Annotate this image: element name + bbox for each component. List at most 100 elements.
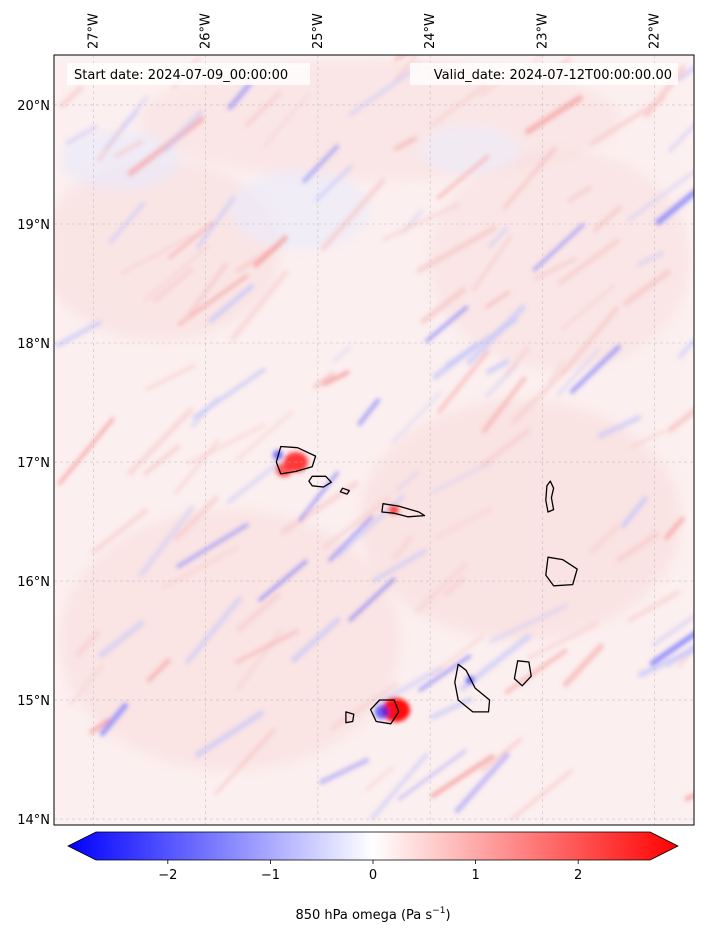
omega-band <box>365 766 394 791</box>
omega-band <box>328 515 374 562</box>
omega-band <box>162 546 238 589</box>
omega-band <box>471 235 512 292</box>
omega-band <box>597 415 642 439</box>
omega-band <box>627 170 694 222</box>
omega-band <box>396 471 419 492</box>
omega-band <box>298 471 339 522</box>
lat-tick-label: 20°N <box>17 99 50 114</box>
omega-band <box>415 562 467 614</box>
longitude-tick-labels: 27°W 26°W 25°W 24°W 23°W 22°W <box>86 13 662 49</box>
omega-band <box>59 85 84 109</box>
island-coastline <box>513 660 532 687</box>
omega-band <box>620 496 648 529</box>
omega-band <box>627 590 680 623</box>
omega-band <box>236 629 283 690</box>
omega-band <box>108 201 146 244</box>
omega-band <box>420 287 466 325</box>
omega-band <box>145 364 196 391</box>
omega-band <box>143 444 180 476</box>
omega-band <box>263 93 309 148</box>
omega-band <box>321 178 385 251</box>
omega-band <box>322 496 391 549</box>
omega-band <box>527 55 543 73</box>
omega-band <box>436 154 490 200</box>
island-coastline <box>545 556 578 587</box>
omega-band <box>120 234 193 275</box>
omega-band <box>444 576 465 596</box>
omega-bands <box>55 55 694 820</box>
lon-tick-label: 25°W <box>311 13 326 49</box>
omega-band <box>548 360 566 383</box>
omega-band <box>593 205 623 232</box>
omega-band <box>235 629 299 664</box>
colorbar-label-close: ) <box>445 908 450 923</box>
omega-band <box>258 559 308 602</box>
omega-band <box>173 495 219 541</box>
omega-band <box>651 614 694 647</box>
colorbar-unit-exponent: −1 <box>432 906 445 916</box>
omega-band <box>429 83 488 128</box>
omega-band <box>214 728 276 795</box>
omega-band <box>65 124 98 145</box>
omega-band <box>504 346 530 377</box>
omega-band <box>435 508 491 539</box>
omega-band <box>348 62 422 117</box>
omega-band <box>230 270 289 342</box>
omega-band <box>391 391 442 444</box>
valid-date-box <box>410 63 678 85</box>
omega-band <box>561 306 619 375</box>
omega-band <box>631 430 666 448</box>
omega-band <box>382 203 460 242</box>
omega-band <box>319 757 370 785</box>
omega-band <box>99 702 129 737</box>
island-coastline <box>275 445 317 475</box>
omega-band <box>432 342 479 380</box>
colorbar-tick-label: 1 <box>471 868 479 883</box>
colorbar-tick-label: 0 <box>369 868 377 883</box>
omega-broad-field <box>54 55 694 825</box>
omega-band <box>676 643 694 668</box>
colorbar: −2 −1 0 1 2 850 hPa omega (Pa s−1) <box>67 831 679 923</box>
omega-band <box>676 66 694 82</box>
omega-band <box>332 346 351 363</box>
lat-tick-label: 18°N <box>17 337 50 352</box>
omega-band <box>589 523 620 554</box>
omega-band <box>208 284 254 323</box>
omega-band <box>163 109 204 153</box>
omega-band <box>489 603 568 644</box>
omega-band <box>187 424 266 465</box>
omega-band <box>57 417 115 486</box>
omega-band <box>437 349 490 414</box>
omega-band <box>168 221 214 260</box>
valid-date-label: Valid_date: 2024-07-12T00:00:00.00 <box>434 68 672 83</box>
omega-band <box>330 681 400 730</box>
lat-tick-label: 17°N <box>17 456 50 471</box>
omega-band <box>532 223 585 272</box>
omega-band <box>488 226 508 248</box>
omega-band <box>397 749 467 801</box>
omega-band <box>567 185 592 203</box>
info-boxes: Start date: 2024-07-09_00:00:00 Valid_da… <box>67 63 678 85</box>
omega-band <box>348 577 396 622</box>
omega-band <box>144 244 210 301</box>
omega-band <box>664 516 685 540</box>
omega-band <box>511 368 567 425</box>
omega-band <box>69 665 103 706</box>
omega-band <box>90 508 149 555</box>
lon-tick-label: 23°W <box>535 13 550 49</box>
omega-band <box>302 144 340 183</box>
omega-band <box>185 596 242 664</box>
latitude-tick-labels: 20°N 19°N 18°N 17°N 16°N 15°N 14°N <box>17 99 50 828</box>
omega-band <box>557 347 601 396</box>
omega-band <box>569 344 621 394</box>
omega-band <box>430 461 492 494</box>
lat-tick-label: 16°N <box>17 575 50 590</box>
omega-band <box>525 95 583 135</box>
omega-field <box>54 55 694 825</box>
omega-band <box>392 535 413 560</box>
omega-hotspots <box>273 450 474 722</box>
omega-band <box>104 110 140 150</box>
omega-band <box>178 274 249 326</box>
omega-band <box>195 710 264 758</box>
omega-band <box>253 235 288 268</box>
